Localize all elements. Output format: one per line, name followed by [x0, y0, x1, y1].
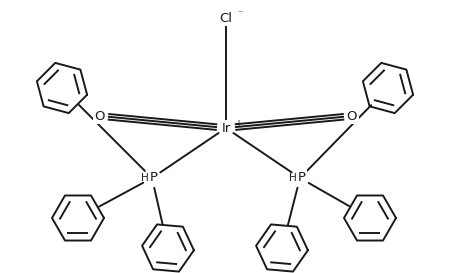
Text: P: P — [150, 171, 158, 185]
Text: Cl: Cl — [219, 11, 232, 25]
Text: +: + — [235, 120, 243, 129]
Text: O: O — [95, 109, 105, 123]
Text: Ir: Ir — [221, 121, 230, 135]
Text: P: P — [297, 171, 305, 185]
Text: H: H — [289, 173, 296, 183]
Text: H: H — [141, 173, 149, 183]
Text: ⁻: ⁻ — [236, 10, 241, 19]
Text: O: O — [346, 109, 356, 123]
